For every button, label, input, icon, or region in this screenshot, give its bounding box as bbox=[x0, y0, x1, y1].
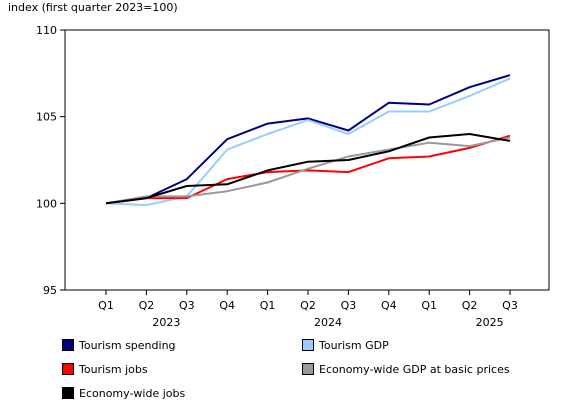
legend-label: Economy-wide jobs bbox=[79, 386, 186, 400]
legend-label: Economy-wide GDP at basic prices bbox=[319, 362, 510, 376]
y-tick-label: 105 bbox=[36, 111, 57, 124]
legend-item: Tourism spending bbox=[62, 336, 176, 354]
year-label: 2023 bbox=[152, 316, 180, 329]
x-tick-label: Q1 bbox=[98, 299, 114, 312]
y-tick-label: 110 bbox=[36, 24, 57, 37]
x-tick-label: Q2 bbox=[300, 299, 316, 312]
x-tick-label: Q4 bbox=[219, 299, 235, 312]
legend-label: Tourism GDP bbox=[319, 338, 389, 352]
y-tick-label: 95 bbox=[43, 284, 57, 297]
year-label: 2024 bbox=[314, 316, 342, 329]
legend-item: Tourism jobs bbox=[62, 360, 148, 378]
legend-swatch bbox=[62, 363, 74, 375]
x-tick-label: Q3 bbox=[502, 299, 518, 312]
legend-swatch bbox=[302, 363, 314, 375]
y-axis-title: index (first quarter 2023=100) bbox=[8, 1, 178, 14]
x-tick-label: Q2 bbox=[139, 299, 155, 312]
legend-label: Tourism spending bbox=[79, 338, 176, 352]
legend-swatch bbox=[62, 339, 74, 351]
legend-label: Tourism jobs bbox=[79, 362, 148, 376]
legend-swatch bbox=[302, 339, 314, 351]
legend-item: Tourism GDP bbox=[302, 336, 389, 354]
x-tick-label: Q3 bbox=[179, 299, 195, 312]
plot-frame bbox=[64, 29, 550, 291]
x-tick-label: Q4 bbox=[381, 299, 397, 312]
x-tick-label: Q1 bbox=[260, 299, 276, 312]
legend-item: Economy-wide GDP at basic prices bbox=[302, 360, 510, 378]
series-line-economy-wide-jobs bbox=[105, 133, 511, 205]
legend: Tourism spending Tourism GDP Tourism jobs E… bbox=[62, 336, 562, 406]
y-tick-label: 100 bbox=[36, 197, 57, 210]
x-tick-label: Q3 bbox=[341, 299, 357, 312]
legend-item: Economy-wide jobs bbox=[62, 384, 185, 402]
series-lines bbox=[105, 74, 511, 207]
year-label: 2025 bbox=[476, 316, 504, 329]
series-line-economy-wide-gdp-at-basic-prices bbox=[105, 136, 511, 205]
x-axis: Q1 Q2 Q3 Q4 Q1 Q2 Q3 Q4 Q1 Q2 Q3 bbox=[98, 290, 518, 312]
year-labels: 2023 2024 2025 bbox=[152, 316, 503, 329]
line-chart: index (first quarter 2023=100) 95 100 105 1… bbox=[8, 1, 550, 329]
series-line-tourism-jobs bbox=[105, 134, 511, 205]
series-line-tourism-gdp bbox=[105, 77, 511, 207]
y-axis: 95 100 105 110 bbox=[36, 24, 65, 297]
x-tick-label: Q2 bbox=[462, 299, 478, 312]
series-line-tourism-spending bbox=[105, 74, 511, 205]
x-tick-label: Q1 bbox=[421, 299, 437, 312]
legend-swatch bbox=[62, 387, 74, 399]
